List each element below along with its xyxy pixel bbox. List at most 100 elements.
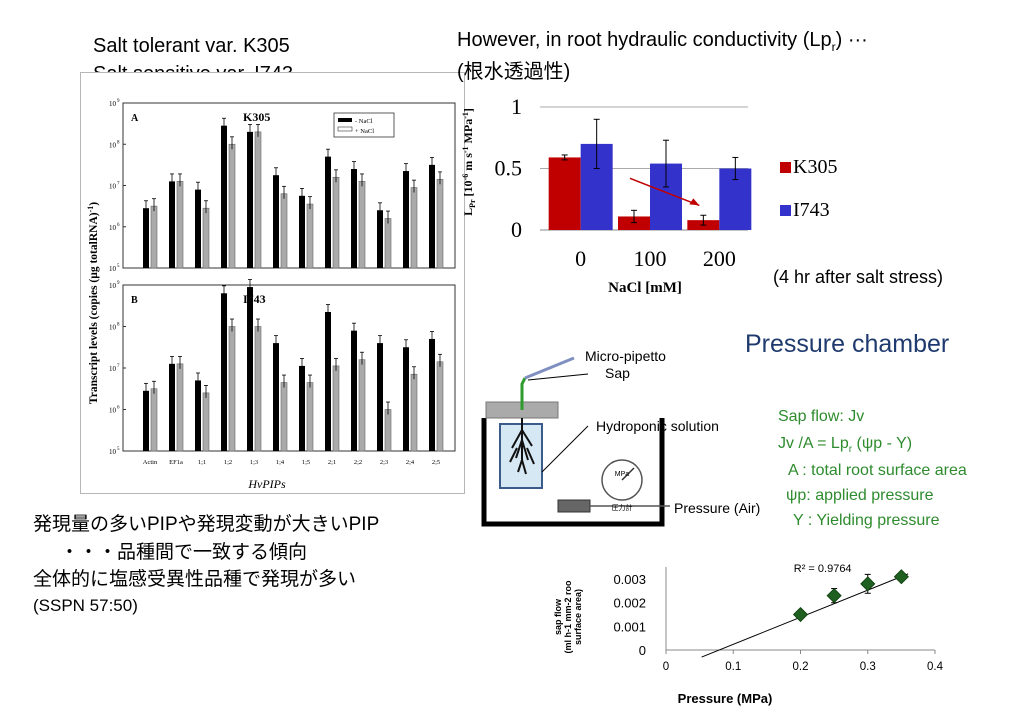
sapflow-ytick: 0 [639, 643, 646, 658]
bar-plus-nacl [358, 359, 366, 452]
roots [509, 418, 535, 475]
pressure-chamber-title: Pressure chamber [745, 330, 950, 358]
bar-minus-nacl [247, 287, 253, 451]
label-pipette: Micro-pipetto [585, 348, 666, 364]
bar-plus-nacl [306, 382, 314, 452]
bar-plus-nacl [332, 176, 340, 269]
gauge-needle [621, 467, 635, 481]
legend-label-plus: + NaCl [355, 128, 374, 135]
transcript-xtick: 2;5 [432, 459, 440, 466]
sapflow-ylabel-2: (ml h-1 mm-2 roo [563, 580, 573, 654]
bar-minus-nacl [143, 208, 149, 268]
gauge-label: 圧力計 [612, 503, 633, 512]
transcript-ytick-label: 10 [109, 100, 117, 108]
bar-plus-nacl [254, 131, 262, 269]
transcript-xtick: 1;2 [224, 459, 232, 466]
transcript-ytick-exp: 9 [117, 99, 120, 104]
bar-plus-nacl [280, 193, 288, 269]
legend-label-minus: - NaCl [355, 118, 373, 125]
transcript-xtick: 2;4 [406, 459, 415, 466]
sapflow-point [893, 569, 909, 585]
bar-minus-nacl [247, 131, 253, 268]
transcript-xtick: Actin [143, 459, 158, 466]
transcript-ytick-exp: 9 [117, 281, 120, 286]
bar-plus-nacl [176, 181, 184, 269]
transcript-ytick-exp: 7 [117, 364, 120, 369]
bar-minus-nacl [169, 181, 175, 268]
lp-legend-swatch [780, 205, 791, 216]
transcript-ytick-exp: 7 [117, 182, 120, 187]
bar-plus-nacl [202, 207, 210, 269]
bar-minus-nacl [195, 380, 201, 451]
label-sap: Sap [605, 365, 630, 381]
bar-plus-nacl [384, 218, 392, 269]
pressure-chamber-diagram: MPa 圧力計 [481, 356, 670, 527]
transcript-xtick: 1;1 [198, 459, 206, 466]
transcript-ylabel: Transcript levels (copies (µg totalRNA)-… [86, 202, 100, 404]
lp-heading-jp: (根水透過性) [457, 61, 571, 83]
lp-legend-label: K305 [793, 156, 837, 178]
sapflow-xtick: 0.3 [860, 661, 876, 673]
bar-minus-nacl [429, 338, 435, 451]
sapflow-point [826, 588, 842, 604]
bar-minus-nacl [377, 343, 383, 451]
transcript-xtick: 2;3 [380, 459, 388, 466]
salt-stress-note: (4 hr after salt stress) [773, 267, 944, 287]
chamber-walls [481, 418, 665, 527]
trend-arrow [629, 177, 700, 207]
bar-plus-nacl [150, 205, 158, 269]
bar-plus-nacl [436, 361, 444, 452]
summary-line1: 発現量の多いPIPや発現変動が大きいPIP [33, 514, 380, 535]
micro-pipette [524, 356, 575, 380]
sapflow-ylabel-1: sap flow [553, 598, 563, 635]
lp-xtick: 100 [634, 246, 667, 271]
bar-plus-nacl [228, 143, 236, 269]
sapflow-r2: R² = 0.9764 [794, 563, 852, 575]
panel-title: K305 [243, 110, 270, 124]
lp-ylabel: LPr [10-6 m s-1 MPa-1] [461, 108, 477, 216]
bar-plus-nacl [410, 187, 418, 269]
bar-plus-nacl [150, 388, 158, 452]
trend-arrowhead [689, 198, 700, 206]
transcript-ytick-label: 10 [109, 265, 117, 273]
sapflow-ylabel-3: surface area) [573, 589, 583, 645]
label-hydroponic: Hydroponic solution [596, 418, 719, 434]
lp-bar [618, 216, 650, 230]
legend-swatch-plus [337, 126, 353, 132]
lp-heading: However, in root hydraulic conductivity … [457, 29, 868, 54]
bar-plus-nacl [176, 363, 184, 452]
transcript-ytick-exp: 8 [117, 323, 120, 328]
formula-jv: Jv /A = Lpr (ψp - Y) [778, 435, 913, 456]
bar-plus-nacl [332, 365, 340, 452]
transcript-legend [333, 112, 395, 138]
bar-plus-nacl [410, 373, 418, 452]
bar-minus-nacl [273, 175, 279, 268]
transcript-ytick-label: 10 [109, 448, 117, 456]
transcript-ytick-label: 10 [109, 183, 117, 191]
bar-plus-nacl [436, 179, 444, 269]
lp-xtick: 0 [575, 246, 586, 271]
transcript-ytick-label: 10 [109, 282, 117, 290]
bar-minus-nacl [273, 343, 279, 451]
label-k305: Salt tolerant var. K305 [93, 35, 290, 57]
transcript-ytick-label: 10 [109, 324, 117, 332]
lp-xtick: 200 [703, 246, 736, 271]
transcript-xtick: 1;4 [276, 459, 285, 466]
lp-chart: 1 0.5 0 0 100 200 K305 I743 LPr [10-6 m s-1 MPa… [461, 94, 837, 296]
bar-plus-nacl [384, 409, 392, 452]
transcript-ytick-label: 10 [109, 224, 117, 232]
bar-plus-nacl [358, 181, 366, 269]
transcript-xtick: 2;2 [354, 459, 362, 466]
plant-stem [520, 377, 527, 410]
formula-a: A : total root surface area [788, 462, 967, 479]
bar-plus-nacl [254, 326, 262, 452]
bar-plus-nacl [306, 203, 314, 269]
transcript-ytick-exp: 6 [117, 406, 120, 411]
bar-minus-nacl [169, 363, 175, 451]
transcript-xtick: EF1a [169, 459, 183, 466]
bar-plus-nacl [202, 392, 210, 452]
transcript-xlabel: HvPIPs [247, 477, 286, 491]
sapflow-xtick: 0.1 [725, 661, 741, 673]
transcript-ytick-exp: 6 [117, 223, 120, 228]
bar-minus-nacl [195, 189, 201, 268]
